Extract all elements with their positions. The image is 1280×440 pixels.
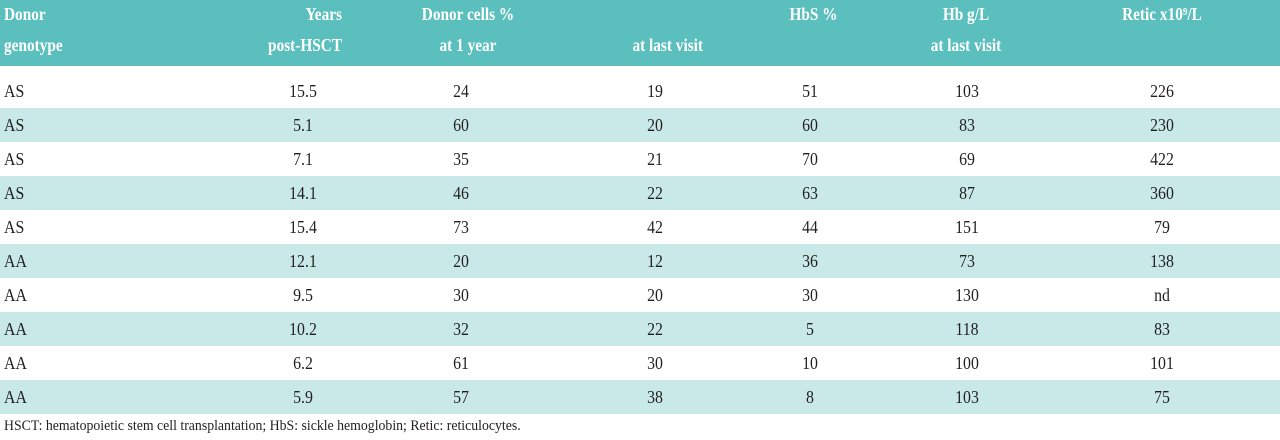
table-cell: nd	[1154, 285, 1170, 305]
table-cell: 12	[647, 251, 663, 271]
table-cell: 100	[955, 353, 979, 373]
table-cell: 103	[955, 387, 979, 407]
table-cell: 75	[1154, 387, 1170, 407]
table-cell: 138	[1150, 251, 1174, 271]
table-row	[0, 380, 1280, 414]
table-cell: 15.5	[289, 81, 317, 101]
table-cell: 118	[955, 319, 979, 339]
header-cell: Retic x10⁹/L	[1122, 4, 1202, 24]
table-cell: 42	[647, 217, 663, 237]
table-cell: 10	[802, 353, 818, 373]
table-cell: 30	[647, 353, 663, 373]
table-cell: 32	[453, 319, 469, 339]
table-cell: 5	[806, 319, 814, 339]
table-row	[0, 176, 1280, 210]
table-cell: 422	[1150, 149, 1174, 169]
table-cell: 70	[802, 149, 818, 169]
table-cell: 30	[802, 285, 818, 305]
table-cell: 21	[647, 149, 663, 169]
table-cell: 8	[806, 387, 814, 407]
table-cell: 83	[1154, 319, 1170, 339]
table-cell: 15.4	[289, 217, 317, 237]
header-row	[0, 0, 1280, 66]
table-row	[0, 312, 1280, 346]
table-cell: AS	[4, 217, 25, 237]
table-cell: 30	[453, 285, 469, 305]
table-cell: 103	[955, 81, 979, 101]
table-cell: 20	[647, 115, 663, 135]
table-cell: AS	[4, 149, 25, 169]
header-cell: genotype	[4, 35, 63, 55]
table-cell: AA	[4, 285, 27, 305]
table-cell: AA	[4, 319, 27, 339]
table-cell: 5.9	[293, 387, 313, 407]
table-cell: 20	[647, 285, 663, 305]
table-row	[0, 108, 1280, 142]
table-cell: 20	[453, 251, 469, 271]
table-cell: 226	[1150, 81, 1174, 101]
header-cell: Donor	[4, 4, 46, 24]
header-cell: at 1 year	[439, 35, 497, 55]
table-cell: 9.5	[293, 285, 313, 305]
table-cell: 35	[453, 149, 469, 169]
table-cell: AS	[4, 81, 25, 101]
table-cell: 46	[453, 183, 469, 203]
table-cell: 73	[959, 251, 975, 271]
table-cell: 19	[647, 81, 663, 101]
table-cell: 22	[647, 319, 663, 339]
table-cell: 130	[955, 285, 979, 305]
header-cell: Donor cells %	[421, 4, 515, 24]
table-cell: 10.2	[289, 319, 317, 339]
header-cell: Hb g/L	[942, 4, 990, 24]
table-cell: 57	[453, 387, 469, 407]
table: Donor genotype Years post-HSCT Donor cells %…	[0, 0, 1280, 414]
table-cell: 38	[647, 387, 663, 407]
table-cell: 7.1	[293, 149, 313, 169]
table-cell: 60	[802, 115, 818, 135]
header-cell: Years	[305, 4, 342, 24]
table-cell: 101	[1150, 353, 1174, 373]
table-cell: 5.1	[293, 115, 313, 135]
table-cell: AA	[4, 251, 27, 271]
table-cell: 87	[959, 183, 975, 203]
header-cell: at last visit	[930, 35, 1002, 55]
table-cell: 51	[802, 81, 818, 101]
header-cell: at last visit	[632, 35, 703, 55]
table-cell: 61	[453, 353, 469, 373]
table-cell: 230	[1150, 115, 1174, 135]
header-cell: HbS %	[789, 4, 838, 24]
table-cell: 79	[1154, 217, 1170, 237]
table-cell: 69	[959, 149, 975, 169]
table-cell: 360	[1150, 183, 1174, 203]
table-cell: 22	[647, 183, 663, 203]
table-cell: 12.1	[289, 251, 317, 271]
table-cell: 36	[802, 251, 818, 271]
table-cell: 151	[955, 217, 979, 237]
table-cell: 73	[453, 217, 469, 237]
table-cell: AS	[4, 115, 25, 135]
table-cell: 6.2	[293, 353, 313, 373]
footnote: HSCT: hematopoietic stem cell transplant…	[4, 418, 521, 434]
table-cell: 14.1	[289, 183, 317, 203]
table-cell: 44	[802, 217, 818, 237]
table-cell: AA	[4, 387, 27, 407]
table-cell: AS	[4, 183, 25, 203]
table-cell: 83	[959, 115, 975, 135]
table-cell: 24	[453, 81, 469, 101]
header-cell: post-HSCT	[268, 35, 342, 55]
table-cell: 60	[453, 115, 469, 135]
table-row	[0, 244, 1280, 278]
table-cell: AA	[4, 353, 27, 373]
table-cell: 63	[802, 183, 818, 203]
